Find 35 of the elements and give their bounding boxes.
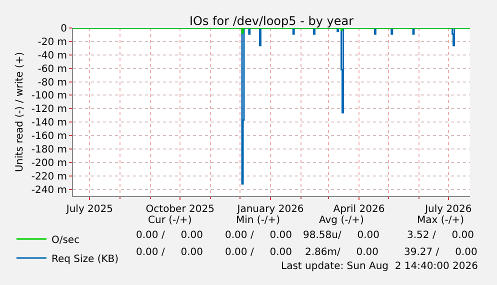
text: Cur (-/+) (148, 215, 192, 226)
y-tick-label: -240 m (31, 184, 67, 196)
chart-title: IOs for /dev/loop5 - by year (189, 14, 354, 28)
y-tick-label: -140 m (31, 118, 67, 129)
text: 2.86m/ 0.00 (305, 247, 379, 258)
y-tick-label: -40 m (38, 50, 67, 62)
y-tick-label: -80 m (38, 77, 67, 88)
x-tick-label: July 2026 (424, 204, 472, 215)
y-axis-title: Units read (-) / write (+) (14, 52, 26, 172)
y-tick-label: -200 m (31, 158, 67, 169)
y-tick-label: -60 m (38, 64, 67, 75)
x-tick-label: October 2025 (146, 204, 214, 215)
text: 98.58u/ 0.00 (303, 230, 380, 241)
text: 0.00 / 0.00 (136, 247, 203, 258)
y-tick-label: -100 m (31, 90, 67, 102)
text: Min (-/+) (236, 215, 280, 226)
x-tick-label: April 2026 (333, 204, 385, 215)
y-tick-label: -20 m (38, 36, 67, 48)
y-tick-label: -160 m (31, 131, 67, 142)
text: 3.52 / 0.00 (407, 230, 474, 241)
legend-label: Req Size (KB) (51, 254, 119, 265)
y-tick-label: -180 m (31, 144, 67, 156)
legend-label: O/sec (51, 234, 80, 246)
x-tick-label: January 2026 (236, 204, 304, 215)
text: 39.27 / 0.00 (404, 247, 478, 258)
text: 0.00 / 0.00 (225, 247, 292, 258)
y-tick-label: -220 m (31, 171, 67, 182)
text: Last update: Sun Aug 2 14:40:00 2026 (281, 261, 478, 272)
x-tick-label: July 2025 (65, 204, 114, 215)
text: 0.00 / 0.00 (225, 230, 292, 241)
y-tick-label: -120 m (31, 104, 67, 116)
y-tick-label: 0 (60, 24, 67, 34)
text: 0.00 / 0.00 (136, 230, 203, 241)
text: Max (-/+) (417, 215, 464, 226)
text: Avg (-/+) (319, 215, 364, 226)
